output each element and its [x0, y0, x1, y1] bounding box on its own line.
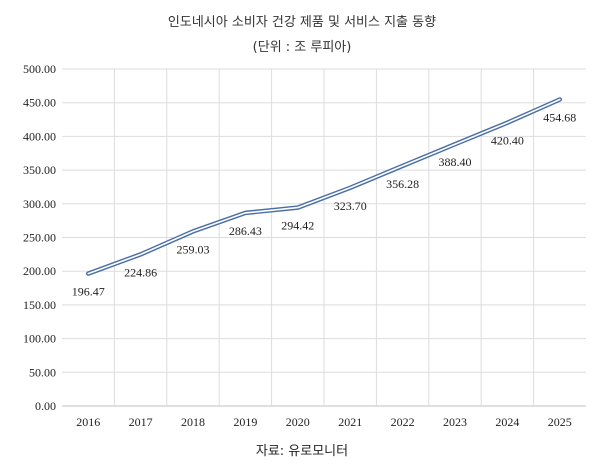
y-tick-label: 400.00 — [23, 129, 56, 143]
x-tick-label: 2024 — [495, 415, 519, 429]
x-tick-label: 2023 — [443, 415, 467, 429]
y-tick-label: 150.00 — [23, 298, 56, 312]
data-label: 286.43 — [229, 224, 262, 238]
x-tick-label: 2018 — [181, 415, 205, 429]
y-tick-label: 250.00 — [23, 231, 56, 245]
data-labels: 196.47 224.86 259.03 286.43 294.42 323.70 356.… — [72, 111, 577, 299]
y-tick-label: 350.00 — [23, 163, 56, 177]
y-tick-label: 300.00 — [23, 197, 56, 211]
data-series-line — [85, 97, 563, 276]
x-tick-label: 2021 — [338, 415, 362, 429]
x-tick-label: 2019 — [233, 415, 257, 429]
x-tick-label: 2022 — [391, 415, 415, 429]
x-tick-label: 2016 — [76, 415, 100, 429]
x-tick-label: 2017 — [129, 415, 153, 429]
y-tick-label: 50.00 — [29, 365, 56, 379]
grid-lines — [62, 68, 586, 407]
y-axis-tick-labels: 0.00 50.00 100.00 150.00 200.00 250.00 300.00 3… — [23, 62, 56, 413]
chart-title: 인도네시아 소비자 건강 제품 및 서비스 지출 동향 — [168, 15, 436, 30]
y-tick-label: 500.00 — [23, 62, 56, 76]
y-tick-label: 100.00 — [23, 332, 56, 346]
data-label: 323.70 — [334, 199, 367, 213]
data-label: 224.86 — [124, 265, 157, 279]
y-tick-label: 450.00 — [23, 96, 56, 110]
data-label: 388.40 — [439, 155, 472, 169]
series-line-inner — [87, 98, 561, 275]
x-tick-label: 2020 — [286, 415, 310, 429]
data-label: 196.47 — [72, 285, 105, 299]
data-label: 294.42 — [281, 219, 314, 233]
x-tick-label: 2025 — [548, 415, 572, 429]
x-axis-tick-labels: 2016 2017 2018 2019 2020 2021 2022 2023 2024 2025 — [76, 415, 572, 429]
data-label: 259.03 — [177, 242, 210, 256]
data-label: 356.28 — [386, 177, 419, 191]
chart-subtitle: (단위 : 조 루피아) — [253, 40, 352, 55]
y-tick-label: 0.00 — [35, 399, 56, 413]
source-note: 자료: 유로모니터 — [256, 444, 348, 459]
data-label: 454.68 — [543, 111, 576, 125]
y-tick-label: 200.00 — [23, 264, 56, 278]
data-label: 420.40 — [491, 134, 524, 148]
